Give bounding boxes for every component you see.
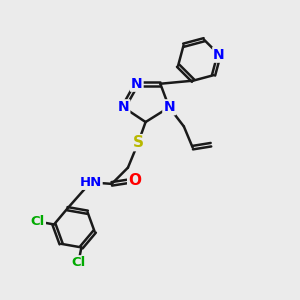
Text: O: O [128, 173, 141, 188]
Text: N: N [118, 100, 129, 114]
Text: HN: HN [80, 176, 102, 189]
Text: N: N [213, 48, 225, 62]
Text: N: N [163, 100, 175, 114]
Text: S: S [133, 135, 144, 150]
Text: Cl: Cl [31, 215, 45, 228]
Text: N: N [131, 77, 142, 91]
Text: Cl: Cl [71, 256, 85, 269]
